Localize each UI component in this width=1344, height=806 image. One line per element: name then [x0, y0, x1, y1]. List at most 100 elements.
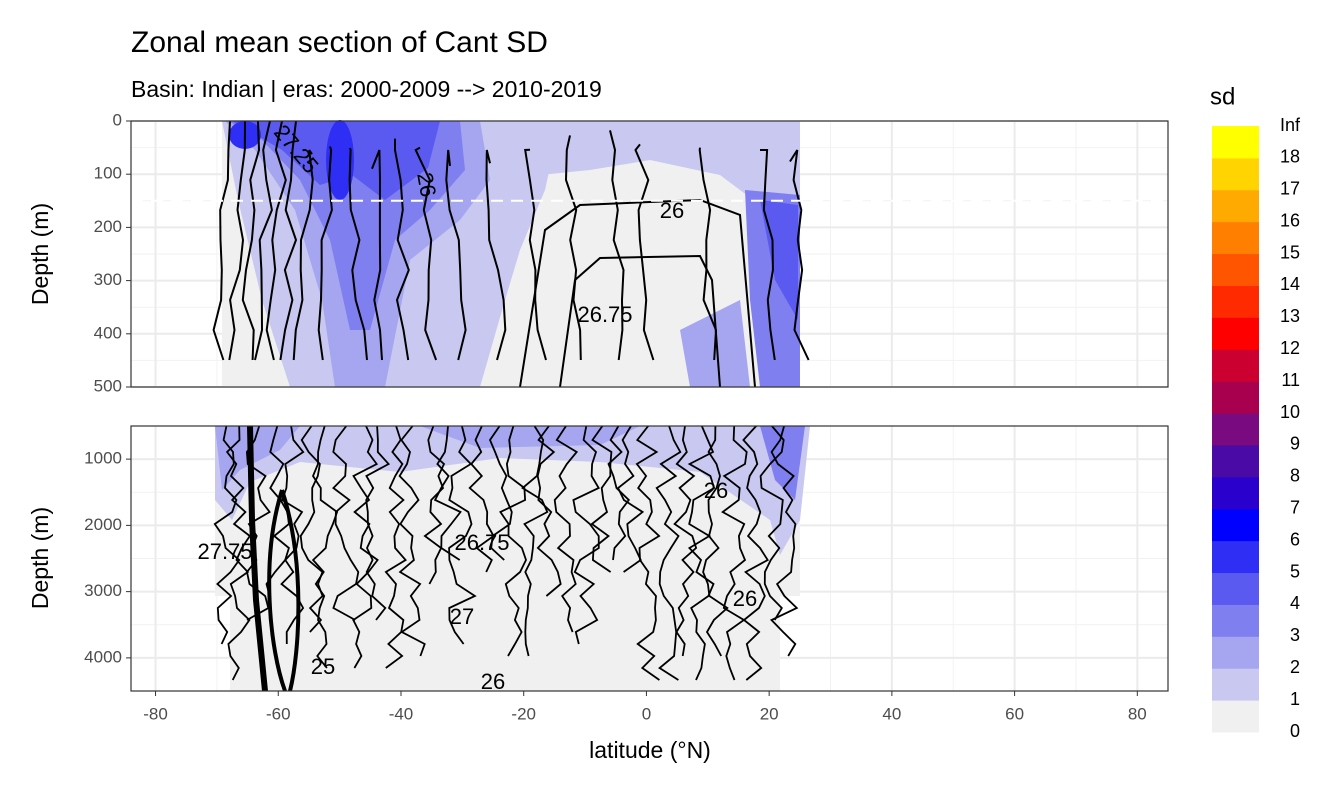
legend-title: sd [1210, 83, 1235, 110]
legend-swatch [1212, 444, 1259, 478]
contour-line [228, 120, 246, 361]
legend-label: 17 [1280, 179, 1300, 199]
contour-line [423, 425, 446, 585]
contour-line [433, 425, 462, 561]
contour-line [564, 135, 582, 361]
legend-label: 18 [1280, 147, 1300, 167]
contour-line [365, 425, 391, 621]
y-tick-label: 3000 [84, 581, 122, 600]
contour-line [721, 425, 748, 681]
contour-line [384, 425, 407, 669]
legend-label: 7 [1290, 497, 1300, 517]
y-tick-label: 1000 [84, 449, 122, 468]
contour-line [559, 254, 721, 388]
contour-line [572, 425, 600, 645]
contour-line [789, 149, 810, 361]
contour-label: 27.75 [197, 539, 252, 564]
y-axis-label: Depth (m) [27, 203, 53, 305]
legend-label: 14 [1280, 274, 1300, 294]
contour-line [524, 148, 547, 361]
contour-line [311, 425, 339, 669]
x-axis-label: latitude (°N) [589, 737, 711, 763]
y-tick-label: 400 [94, 323, 122, 342]
contour-line [332, 425, 360, 621]
contour-line [225, 425, 252, 681]
legend-swatch [1212, 700, 1259, 733]
legend-label: 15 [1280, 242, 1300, 262]
contour-line [616, 425, 645, 573]
contour-line [759, 148, 776, 361]
contour-line [371, 149, 383, 361]
chart-subtitle: Basin: Indian | eras: 2000-2009 --> 2010… [131, 76, 602, 102]
sd-field [215, 426, 810, 691]
contour-line [519, 198, 756, 388]
y-tick-label: 300 [94, 270, 122, 289]
contour-line [468, 425, 495, 573]
legend-label: 5 [1290, 561, 1300, 581]
legend-label: 9 [1290, 434, 1300, 454]
legend-swatch [1212, 317, 1259, 350]
contour-label: 27 [450, 604, 474, 629]
contour-line [241, 120, 261, 361]
contour-line [499, 425, 527, 657]
legend-swatch [1212, 476, 1259, 510]
legend-label: Inf [1280, 115, 1301, 135]
chart-title: Zonal mean section of Cant SD [131, 26, 548, 59]
x-tick-label: 20 [760, 704, 779, 723]
x-tick-label: 60 [1005, 704, 1024, 723]
contour-label: 26 [481, 669, 505, 694]
contour-line [280, 425, 305, 645]
y-tick-label: 500 [94, 376, 122, 395]
legend-label: 6 [1290, 529, 1300, 549]
legend-swatch [1212, 668, 1259, 701]
contour-line [445, 149, 467, 361]
legend-swatch [1212, 381, 1259, 414]
contour-line [698, 147, 718, 361]
contour-line [279, 120, 298, 361]
legend-label: 0 [1290, 721, 1300, 741]
x-tick-label: 80 [1128, 704, 1147, 723]
contour-label: 26 [704, 478, 728, 503]
contour-line [607, 425, 630, 561]
legend-swatch [1212, 636, 1259, 669]
legend-swatch [1212, 126, 1259, 159]
contour-line [414, 146, 438, 361]
legend-swatch [1212, 189, 1259, 223]
contour-line [213, 425, 241, 645]
y-tick-label: 200 [94, 217, 122, 236]
contour-line [394, 138, 410, 361]
legend-label: 13 [1280, 306, 1300, 326]
contour-line [292, 149, 314, 361]
y-axis-label: Depth (m) [27, 507, 53, 609]
contour-line [609, 130, 625, 361]
x-tick-label: -60 [266, 704, 291, 723]
contour-line [212, 120, 231, 361]
contour-label: 25 [311, 654, 335, 679]
legend-label: 1 [1290, 689, 1300, 709]
contour-line [398, 425, 426, 657]
panel-border [130, 425, 1169, 692]
contour-line [254, 120, 273, 361]
contour-line [702, 425, 729, 657]
contour-label: 26.75 [454, 530, 509, 555]
x-tick-label: 40 [882, 704, 901, 723]
contour-line [348, 147, 368, 361]
x-tick-label: -20 [511, 704, 536, 723]
contour-line [352, 425, 379, 669]
legend-swatch [1212, 349, 1259, 382]
contour-line [687, 425, 716, 681]
contour-line [485, 149, 507, 361]
legend-label: 3 [1290, 625, 1300, 645]
contour-line [769, 425, 799, 657]
contour-line [655, 425, 682, 681]
contour-line [265, 120, 287, 361]
legend-label: 8 [1290, 466, 1300, 486]
y-tick-label: 0 [113, 110, 122, 129]
contour-line [590, 425, 613, 573]
contour-label: 26.75 [577, 302, 632, 327]
contour-line [317, 146, 333, 361]
contour-line [759, 425, 785, 621]
contour-line [267, 489, 301, 692]
legend-label: 16 [1280, 210, 1300, 230]
contour-line [521, 425, 549, 657]
